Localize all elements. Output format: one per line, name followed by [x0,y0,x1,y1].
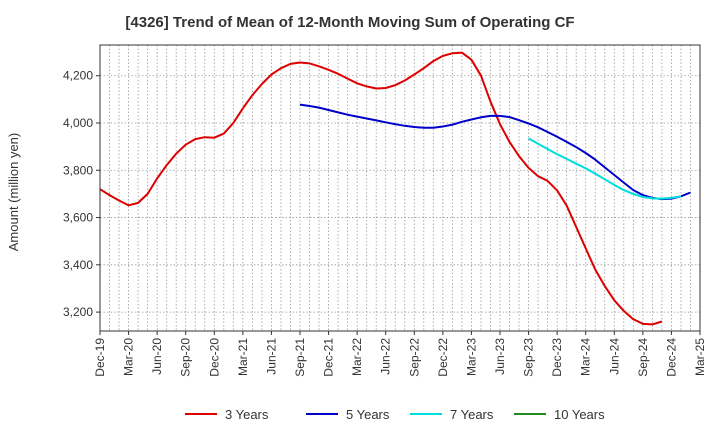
x-tick-label: Dec-22 [436,338,450,377]
x-tick-label: Mar-21 [236,338,250,376]
y-tick-label: 4,200 [63,69,93,83]
x-tick-label: Dec-19 [93,338,107,377]
x-tick-label: Dec-21 [322,338,336,377]
x-tick-label: Mar-25 [693,338,707,376]
y-tick-label: 4,000 [63,116,93,130]
x-tick-label: Sep-24 [636,338,650,377]
x-tick-label: Jun-21 [264,338,278,375]
chart-title: [4326] Trend of Mean of 12-Month Moving … [125,14,574,31]
x-tick-label: Mar-23 [464,338,478,376]
y-tick-labels: 3,200 3,400 3,600 3,800 4,000 4,200 [63,69,100,319]
x-tick-label: Sep-21 [293,338,307,377]
grid-layer [100,45,700,331]
legend-label-3-years: 3 Years [225,407,269,422]
series-line-3-years [99,51,663,326]
x-tick-label: Dec-20 [207,338,221,377]
y-axis-label: Amount (million yen) [6,133,21,252]
x-tick-label: Dec-24 [664,338,678,377]
plot-frame [99,44,701,332]
x-tick-label: Dec-23 [550,338,564,377]
y-tick-label: 3,800 [63,163,93,177]
x-tick-label: Sep-22 [407,338,421,377]
x-tick-label: Jun-22 [379,338,393,375]
x-tick-label: Jun-24 [607,338,621,375]
x-tick-label: Mar-24 [579,338,593,376]
x-tick-labels: Dec-19 Mar-20 Jun-20 Sep-20 Dec-20 Mar-21 Jun-… [93,331,707,377]
x-tick-label: Sep-20 [179,338,193,377]
legend-label-7-years: 7 Years [450,407,494,422]
series-line-5-years [299,103,691,201]
y-tick-label: 3,600 [63,211,93,225]
x-tick-label: Mar-20 [122,338,136,376]
legend-label-5-years: 5 Years [346,407,390,422]
series-layer [99,51,691,326]
series-line-7-years [528,137,682,200]
legend: 3 Years 5 Years 7 Years 10 Years [185,407,605,422]
x-tick-label: Jun-23 [493,338,507,375]
x-tick-label: Mar-22 [350,338,364,376]
y-tick-label: 3,400 [63,258,93,272]
x-tick-label: Jun-20 [150,338,164,375]
x-tick-label: Sep-23 [522,338,536,377]
y-tick-label: 3,200 [63,305,93,319]
legend-label-10-years: 10 Years [554,407,605,422]
